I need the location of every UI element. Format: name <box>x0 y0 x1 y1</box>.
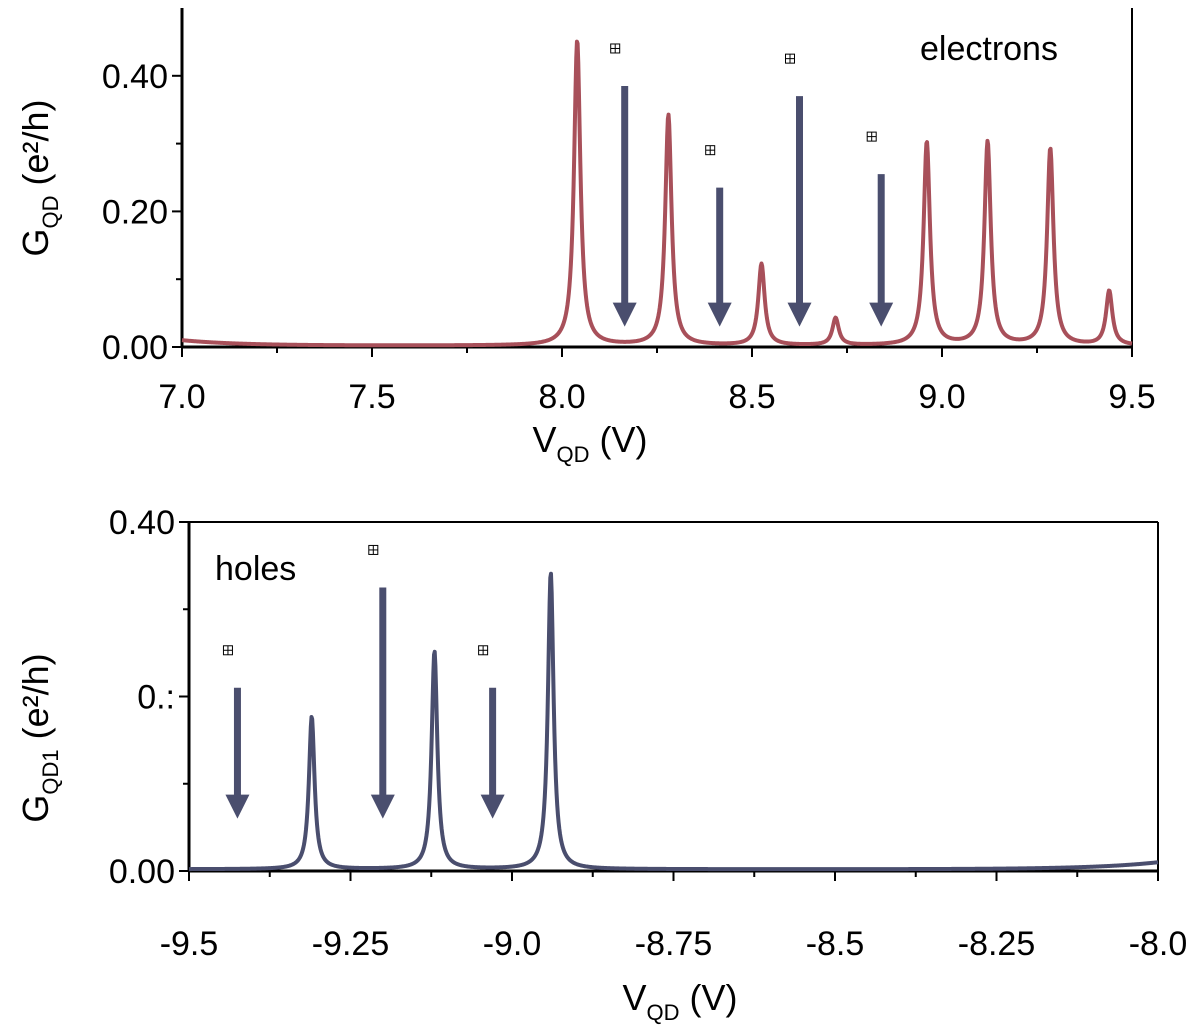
x-tick-label: 9.5 <box>1108 378 1155 416</box>
x-tick-label: -8.5 <box>806 925 865 963</box>
tick-group: 7.0 7.5 8.0 8.5 9.0 9.5 0.00 0.20 0.40 <box>102 58 1156 416</box>
y-tick-label: 0.: <box>137 679 175 717</box>
y-axis-label: GQD (e²/h) <box>15 99 63 256</box>
trace-electrons <box>180 39 1134 348</box>
x-tick-label: -9.25 <box>312 925 390 963</box>
x-tick-label: 8.0 <box>538 378 585 416</box>
chart-holes: -9.5 -9.25 -9.0 -8.75 -8.5 -8.25 -8.0 0.00 0.: 0.… <box>15 504 1187 1025</box>
x-tick-label: -8.75 <box>635 925 713 963</box>
arrow-head <box>370 794 395 819</box>
y-tick-label: 0.40 <box>109 504 175 542</box>
x-axis-label: VQD (V) <box>532 419 647 467</box>
y-tick-label: 0.00 <box>109 853 175 891</box>
arrow-head <box>869 302 894 327</box>
annotation-electrons: electrons <box>920 30 1058 68</box>
y-axis-label: GQD1 (e²/h) <box>15 653 63 822</box>
x-tick-label: -8.25 <box>958 925 1036 963</box>
arrow-head <box>787 302 812 327</box>
arrow-head <box>612 302 637 327</box>
arrow-head <box>225 794 250 819</box>
tick-group: -9.5 -9.25 -9.0 -8.75 -8.5 -8.25 -8.0 0.00 0.: 0.… <box>109 504 1187 963</box>
chart-electrons: 7.0 7.5 8.0 8.5 9.0 9.5 0.00 0.20 0.40 electrons… <box>15 8 1156 467</box>
x-tick-label: 8.5 <box>728 378 775 416</box>
x-axis-label: VQD (V) <box>622 977 737 1025</box>
x-tick-label: 7.0 <box>158 378 205 416</box>
x-tick-label: 7.5 <box>348 378 395 416</box>
x-tick-label: -9.5 <box>160 925 219 963</box>
x-tick-label: 9.0 <box>918 378 965 416</box>
arrow-head <box>707 302 732 327</box>
y-tick-label: 0.20 <box>102 193 168 231</box>
y-tick-label: 0.00 <box>102 329 168 367</box>
trace-holes <box>187 571 1160 872</box>
arrow-group <box>222 544 505 819</box>
arrow-head <box>480 794 505 819</box>
x-tick-label: -9.0 <box>483 925 542 963</box>
annotation-holes: holes <box>215 550 296 588</box>
y-tick-label: 0.40 <box>102 58 168 96</box>
x-tick-label: -8.0 <box>1129 925 1188 963</box>
arrow-group <box>610 43 894 327</box>
